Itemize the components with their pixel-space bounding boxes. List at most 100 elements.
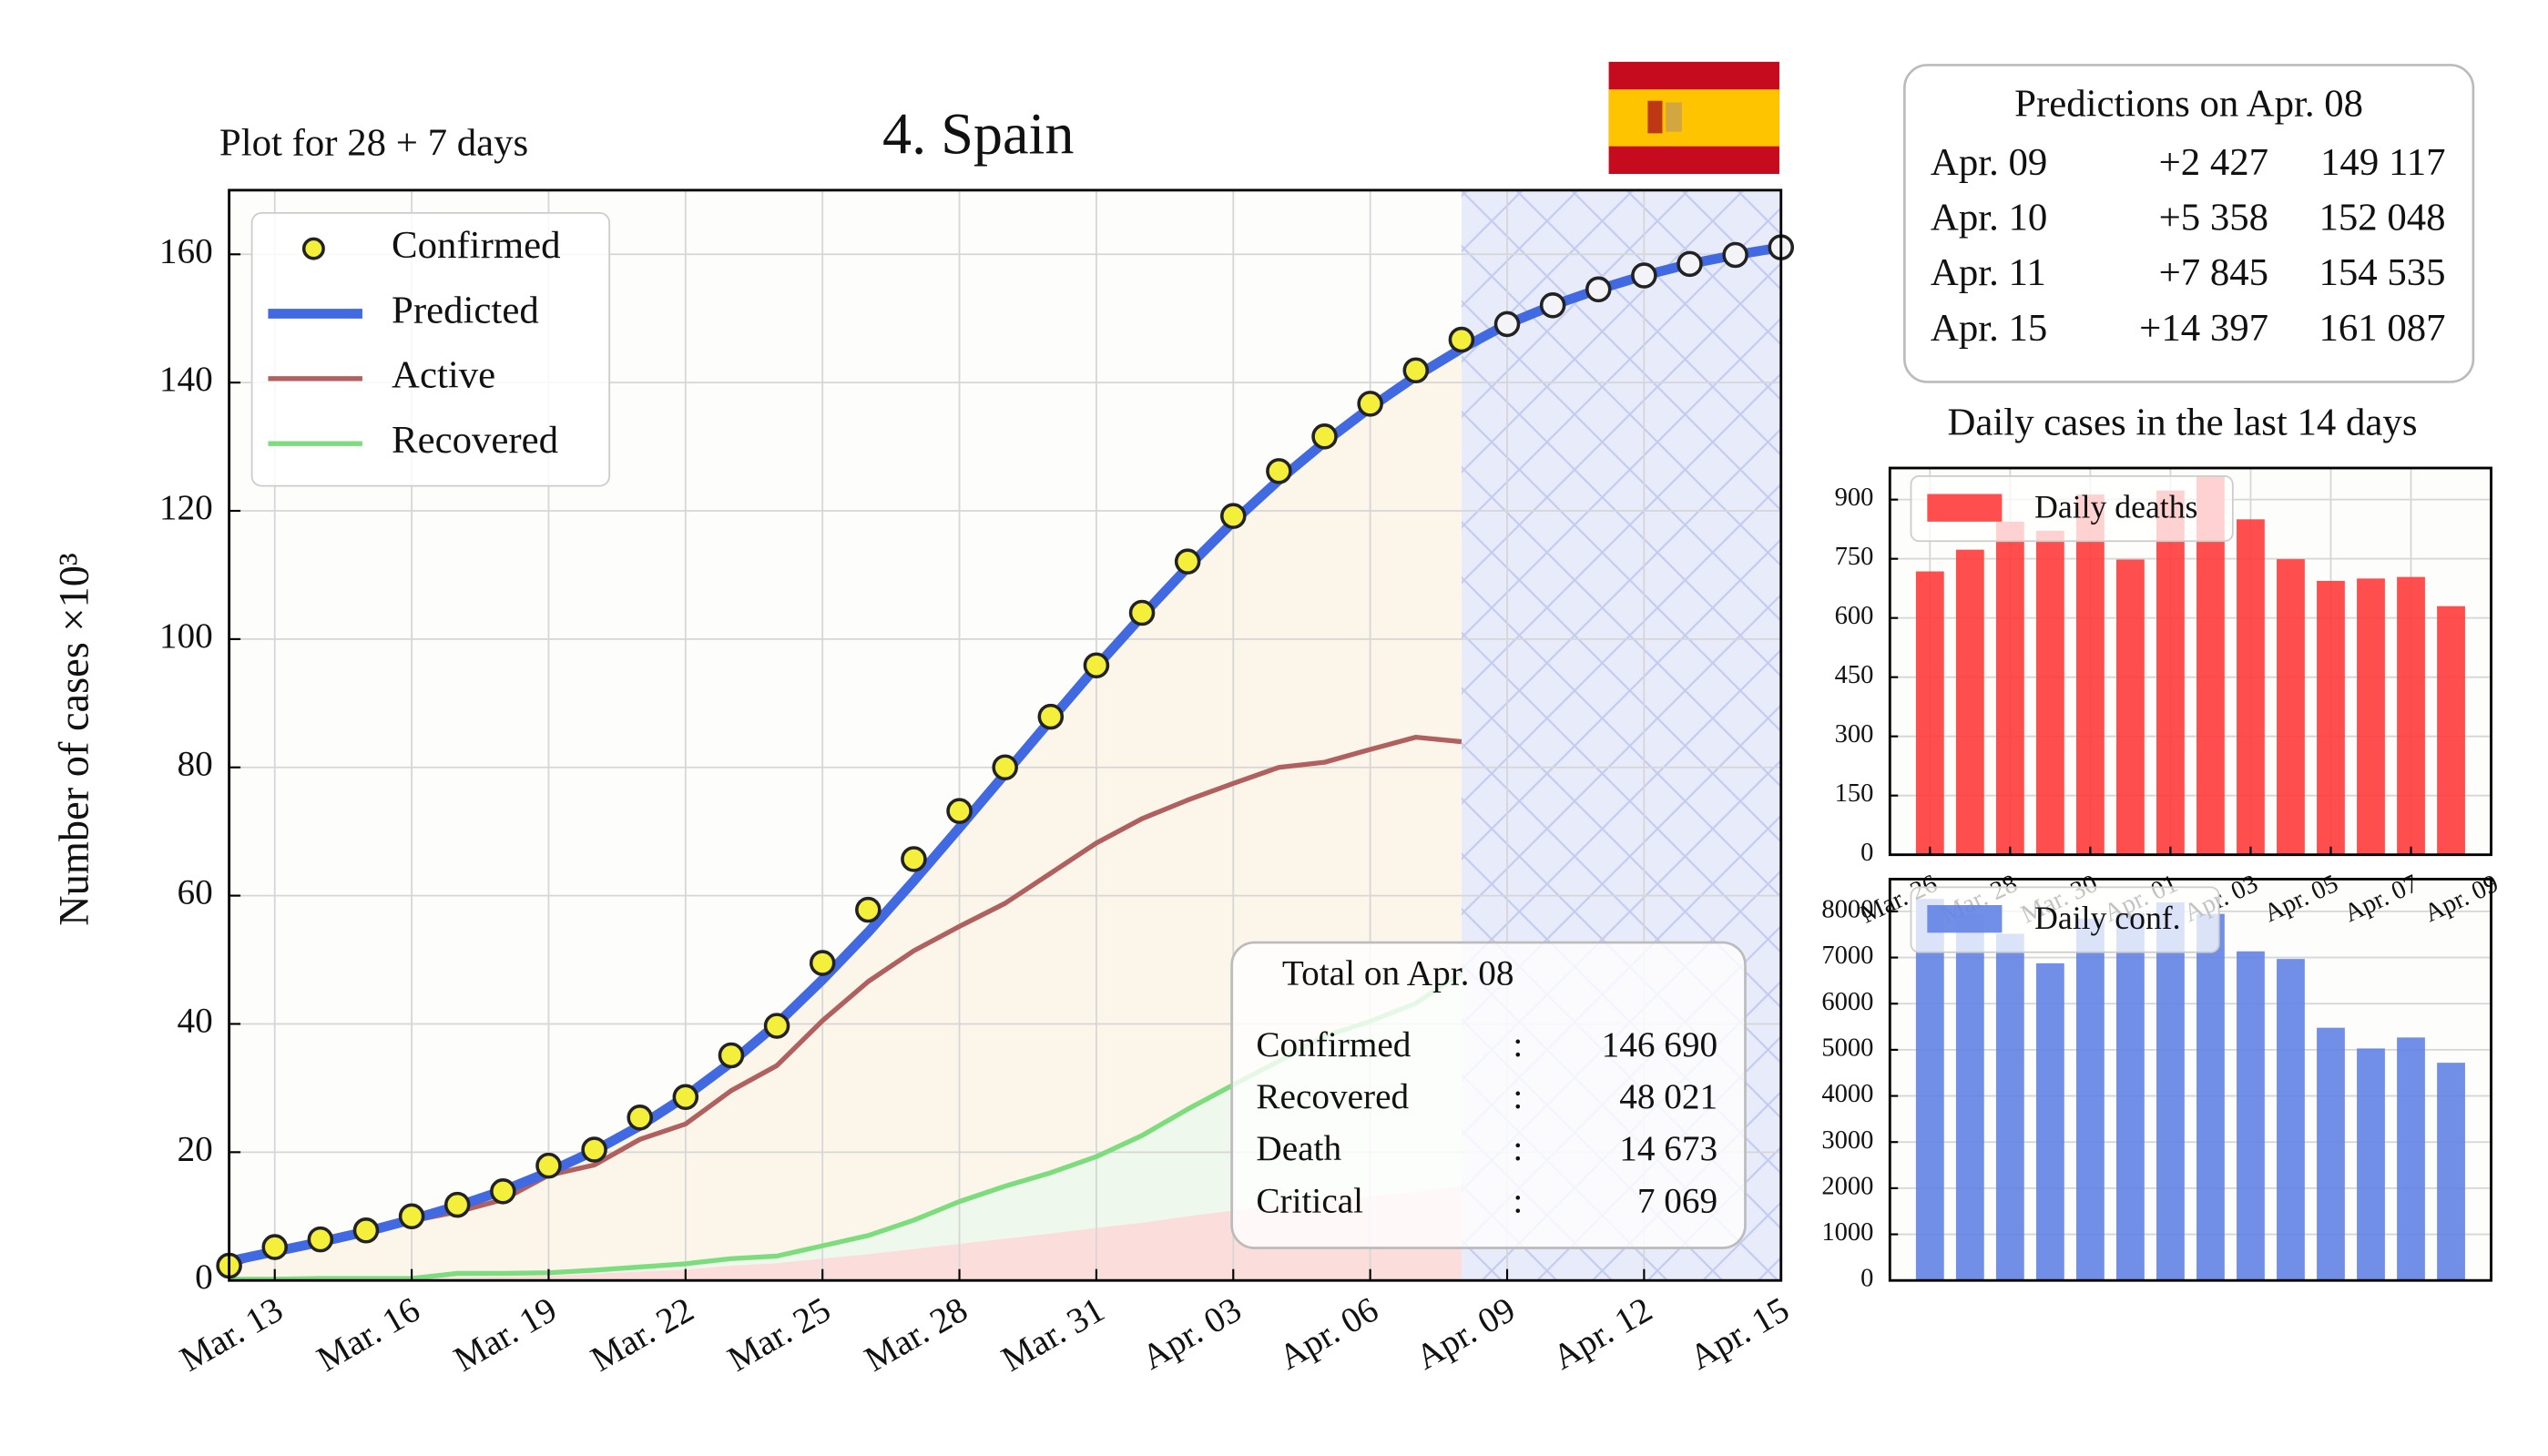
- prediction-date: Apr. 09: [1931, 141, 2047, 184]
- confirmed-marker: [1357, 391, 1383, 417]
- totals-value: 48 021: [1619, 1077, 1717, 1116]
- y-tick-label: 20: [178, 1129, 213, 1168]
- bar: [2075, 918, 2105, 1281]
- bar: [2317, 580, 2345, 855]
- confirmed-marker: [627, 1105, 653, 1131]
- confirmed-marker: [443, 1191, 471, 1218]
- y-tick-label: 160: [159, 231, 213, 270]
- y-tick-label: 300: [1835, 720, 1874, 748]
- y-tick-label: 4000: [1821, 1080, 1873, 1108]
- bar: [2357, 578, 2385, 855]
- flag: [1608, 61, 1779, 175]
- y-tick-label: 150: [1835, 779, 1874, 808]
- bar: [2317, 1027, 2345, 1281]
- bar: [2035, 530, 2064, 855]
- bar: [1915, 899, 1944, 1281]
- totals-sep: :: [1513, 1181, 1523, 1220]
- totals-value: 146 690: [1602, 1025, 1718, 1064]
- confirmed-marker: [307, 1226, 334, 1253]
- prediction-total: 152 048: [2319, 197, 2445, 239]
- bar: [2397, 576, 2425, 855]
- prediction-delta: +14 397: [2139, 307, 2268, 350]
- bar: [2156, 902, 2185, 1281]
- bar: [2035, 962, 2064, 1281]
- totals-box: [1230, 941, 1747, 1249]
- confirmed-marker: [535, 1152, 562, 1179]
- legend-label: Recovered: [392, 419, 558, 462]
- y-tick-label: 900: [1835, 484, 1874, 512]
- bar: [1995, 521, 2024, 855]
- confirmed-marker: [1220, 503, 1247, 529]
- bar: [2237, 519, 2265, 855]
- bar: [1915, 571, 1944, 855]
- y-tick-label: 600: [1835, 602, 1874, 630]
- bar: [2075, 494, 2105, 855]
- confirmed-marker: [992, 754, 1018, 781]
- bar: [2397, 1037, 2425, 1281]
- axes-frame: [1888, 878, 2492, 1282]
- confirmed-marker: [672, 1084, 699, 1111]
- predicted-marker: [1585, 276, 1612, 303]
- confirmed-marker: [809, 950, 836, 976]
- prediction-date: Apr. 15: [1931, 307, 2047, 350]
- confirmed-marker: [1311, 423, 1338, 450]
- bar: [2156, 490, 2185, 855]
- confirmed-marker: [718, 1042, 745, 1069]
- predicted-marker: [1677, 250, 1703, 278]
- confirmed-marker: [1174, 548, 1201, 575]
- confirmed-marker: [855, 896, 882, 923]
- bar: [1955, 914, 1984, 1281]
- y-tick-label: 8000: [1821, 895, 1873, 923]
- axes-frame: [228, 188, 1783, 1282]
- legend-swatch: [1927, 494, 2003, 522]
- y-tick-label: 80: [178, 745, 213, 784]
- axes-frame: [1888, 466, 2492, 857]
- prediction-delta: +2 427: [2159, 141, 2268, 184]
- prediction-date: Apr. 10: [1931, 197, 2047, 239]
- marks: [216, 234, 2465, 1282]
- chart-title: 4. Spain: [882, 101, 1075, 166]
- bar: [1955, 549, 1984, 855]
- series-area: [229, 1186, 1462, 1281]
- legend-swatch: [1927, 905, 2003, 933]
- series-area: [229, 348, 1462, 1281]
- confirmed-marker: [901, 846, 927, 872]
- predicted-marker: [1631, 262, 1657, 289]
- confirmed-marker: [1448, 326, 1475, 353]
- legend-label: Confirmed: [392, 224, 561, 267]
- chart-subtitle: Plot for 28 + 7 days: [219, 121, 528, 164]
- prediction-total: 161 087: [2319, 307, 2445, 350]
- totals-name: Recovered: [1256, 1077, 1409, 1116]
- y-tick-label: 0: [1860, 839, 1873, 867]
- confirmed-marker: [1128, 599, 1156, 626]
- prediction-delta: +7 845: [2159, 251, 2268, 294]
- bar: [2437, 606, 2465, 855]
- y-tick-label: 5000: [1821, 1033, 1873, 1062]
- predicted-marker: [1493, 311, 1521, 338]
- y-tick-label: 0: [195, 1257, 213, 1297]
- bar: [2237, 951, 2265, 1281]
- totals-name: Death: [1256, 1129, 1341, 1168]
- bar-chart-title: Daily cases in the last 14 days: [1947, 401, 2417, 443]
- y-tick-label: 7000: [1821, 942, 1873, 970]
- bar: [1995, 933, 2024, 1281]
- legend-box: [1910, 886, 2220, 953]
- predicted-marker: [1722, 241, 1748, 269]
- y-tick-label: 2000: [1821, 1172, 1873, 1200]
- y-tick-label: 750: [1835, 543, 1874, 571]
- y-tick-label: 140: [159, 360, 213, 399]
- confirmed-marker: [1402, 357, 1430, 384]
- legend-box: [1910, 475, 2234, 543]
- predicted-marker: [1539, 292, 1566, 319]
- y-tick-label: 0: [1860, 1265, 1873, 1293]
- confirmed-marker: [1083, 652, 1110, 679]
- totals-value: 14 673: [1619, 1129, 1717, 1168]
- y-tick-label: 40: [178, 1001, 213, 1040]
- y-tick-label: 120: [159, 488, 213, 527]
- legend-label: Predicted: [392, 289, 539, 331]
- confirmed-marker: [763, 1013, 790, 1039]
- legend-label: Active: [392, 354, 495, 397]
- bar: [2115, 559, 2145, 855]
